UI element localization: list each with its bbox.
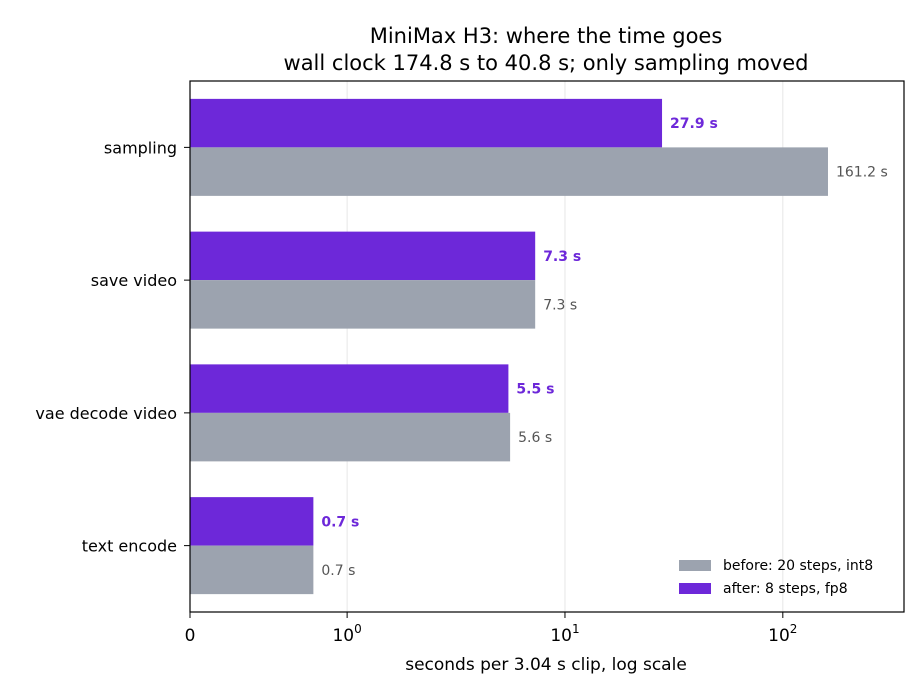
y-tick-label: save video [91,271,177,290]
y-axis: sampling save video vae decode video text e… [35,138,190,556]
legend-label: after: 8 steps, fp8 [723,581,848,597]
bars [190,98,828,595]
x-tick-label-base: 0 [185,626,196,646]
data-label: 7.3 s [543,297,577,313]
y-tick-label: sampling [104,138,177,157]
y-tick-label: vae decode video [35,404,177,423]
bar [190,364,509,413]
x-axis: 0 100 101 102 [185,612,797,646]
chart-title: MiniMax H3: where the time goes [370,24,723,48]
x-tick-label: 101 [550,622,579,646]
data-label: 5.5 s [516,382,554,398]
x-tick-label-base: 10 [768,626,790,646]
data-label: 7.3 s [543,249,581,265]
chart-subtitle: wall clock 174.8 s to 40.8 s; only sampl… [284,51,809,75]
x-axis-label: seconds per 3.04 s clip, log scale [405,655,687,675]
data-labels: 27.9 s 161.2 s 7.3 s 7.3 s 5.5 s 5.6 s 0.7 s 0.… [321,116,887,579]
x-tick-label-exponent: 0 [354,622,362,636]
x-tick-label: 102 [768,622,797,646]
legend-label: before: 20 steps, int8 [723,558,873,574]
bar [190,231,536,281]
bar [190,98,663,148]
data-label: 27.9 s [670,116,718,132]
legend: before: 20 steps, int8 after: 8 steps, fp… [679,558,873,597]
data-label: 5.6 s [518,430,552,446]
bar [190,147,828,196]
x-tick-label-exponent: 2 [790,622,798,636]
bar [190,545,314,595]
x-tick-label: 0 [185,626,196,646]
bar [190,280,536,329]
x-tick-label: 100 [332,622,361,646]
x-tick-label-base: 10 [550,626,572,646]
x-tick-label-base: 10 [332,626,354,646]
data-label: 161.2 s [836,165,888,181]
y-tick-label: text encode [82,537,177,556]
data-label: 0.7 s [321,563,355,579]
bar [190,497,314,546]
bar [190,412,511,462]
data-label: 0.7 s [321,514,359,530]
legend-swatch [679,560,711,571]
x-tick-label-exponent: 1 [572,622,580,636]
plot-frame [189,80,905,613]
legend-swatch [679,583,711,594]
